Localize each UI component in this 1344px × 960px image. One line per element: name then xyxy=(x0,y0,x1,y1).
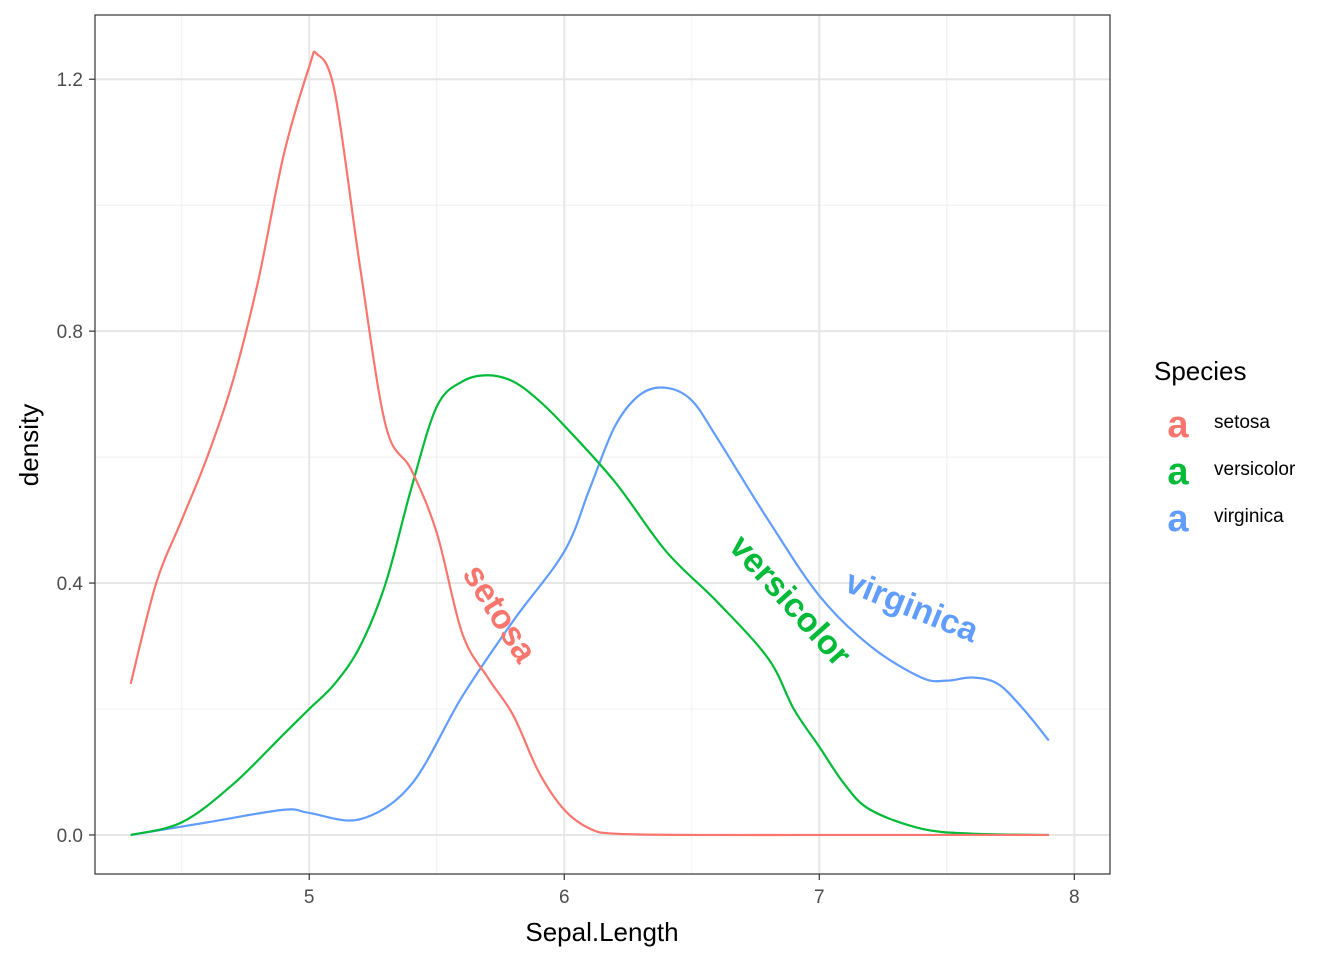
density-line-versicolor xyxy=(130,374,1049,837)
legend-label-virginica: virginica xyxy=(1214,506,1284,527)
major-gridlines xyxy=(95,15,1110,874)
x-axis-title: Sepal.Length xyxy=(525,917,678,947)
x-tick-label: 5 xyxy=(304,887,315,908)
y-tick-label: 0.8 xyxy=(57,322,83,343)
panel-border xyxy=(94,14,1111,875)
y-tick-label: 0.4 xyxy=(57,574,84,595)
y-axis-title: density xyxy=(14,404,44,486)
legend-key-virginica: a xyxy=(1167,498,1189,540)
density-lines xyxy=(129,50,1050,837)
x-tick-label: 8 xyxy=(1069,887,1080,908)
y-tick-label: 1.2 xyxy=(57,70,83,91)
legend-title: Species xyxy=(1154,356,1247,386)
y-axis: 0.0 0.4 0.8 1.2 xyxy=(57,70,95,847)
x-tick-label: 6 xyxy=(559,887,570,908)
x-tick-label: 7 xyxy=(814,887,825,908)
y-tick-label: 0.0 xyxy=(57,826,83,847)
legend-key-versicolor: a xyxy=(1167,451,1189,493)
legend: Species a setosa a versicolor a virginica xyxy=(1154,356,1296,540)
legend-key-setosa: a xyxy=(1167,404,1189,446)
legend-label-setosa: setosa xyxy=(1214,412,1270,433)
density-line-virginica xyxy=(130,386,1050,837)
density-line-setosa xyxy=(129,50,1049,837)
x-axis: 5 6 7 8 xyxy=(304,874,1080,908)
legend-label-versicolor: versicolor xyxy=(1214,459,1296,480)
